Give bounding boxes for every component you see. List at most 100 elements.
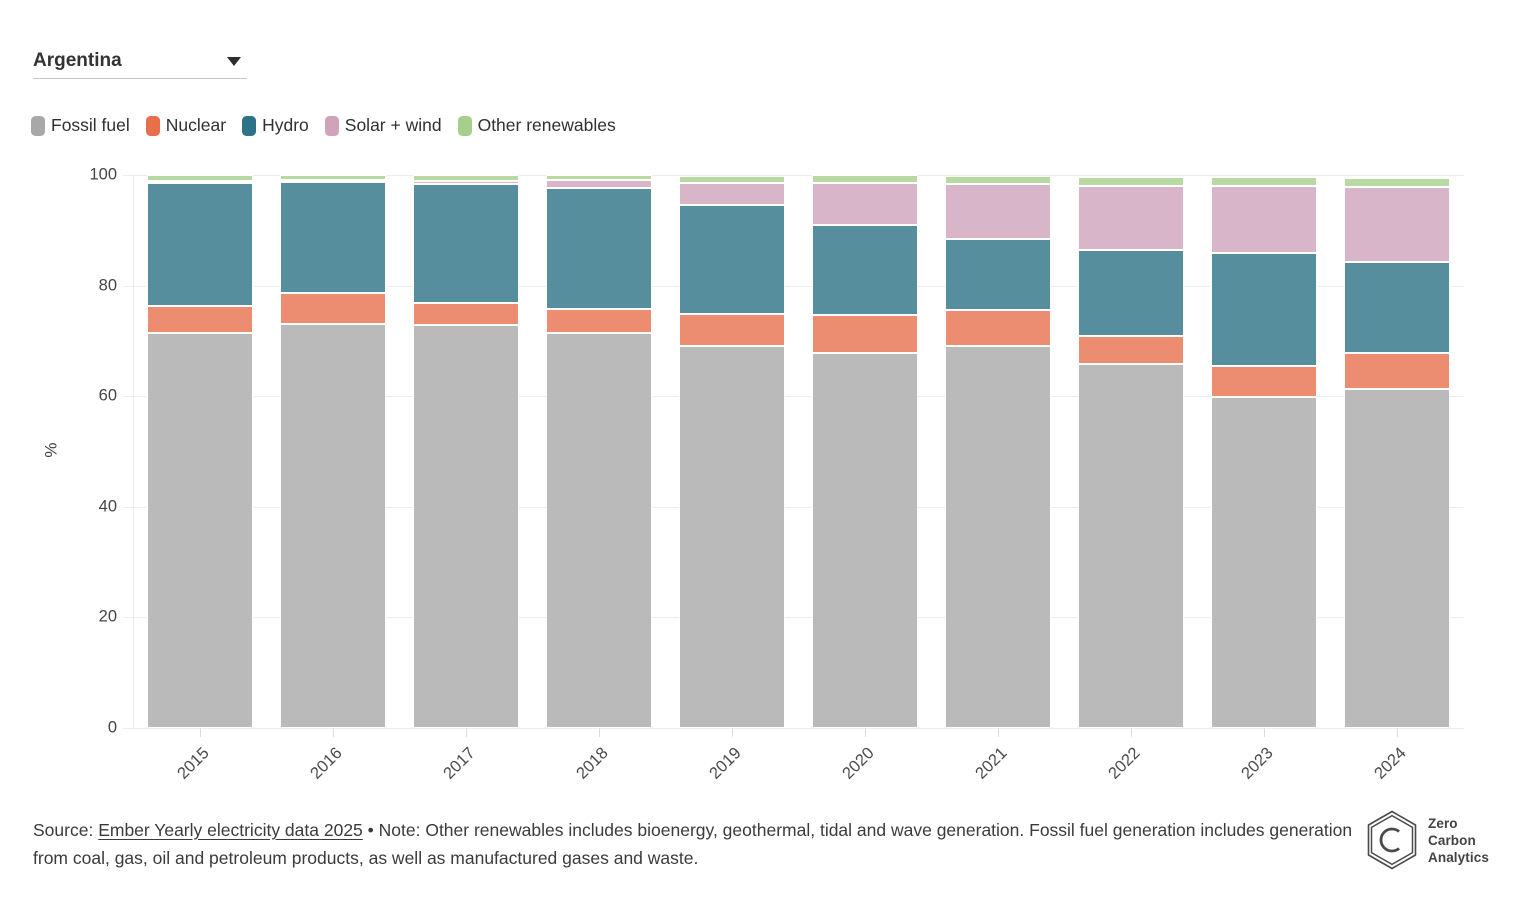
legend-label: Fossil fuel: [51, 115, 130, 135]
bar-segment-fossil-fuel-2016[interactable]: [279, 324, 386, 728]
gridline-100: [123, 175, 1464, 176]
gridline-40: [123, 506, 1464, 508]
bar-segment-hydro-2024[interactable]: [1344, 262, 1451, 354]
bar-segment-fossil-fuel-2018[interactable]: [545, 333, 652, 728]
hexagon-c-icon: [1367, 810, 1417, 870]
bar-segment-nuclear-2020[interactable]: [812, 315, 919, 354]
bar-segment-fossil-fuel-2017[interactable]: [412, 325, 519, 728]
bar-segment-fossil-fuel-2021[interactable]: [945, 345, 1052, 728]
legend-item-fossil-fuel[interactable]: Fossil fuel: [31, 115, 130, 136]
bar-segment-other-renewables-2021[interactable]: [945, 175, 1052, 185]
bar-segment-hydro-2016[interactable]: [279, 182, 386, 294]
legend-item-hydro[interactable]: Hydro: [242, 115, 309, 136]
y-tick-label-60: 60: [98, 386, 117, 405]
legend-label: Solar + wind: [344, 115, 442, 135]
bar-segment-solar-wind-2015[interactable]: [146, 180, 253, 183]
bar-segment-other-renewables-2023[interactable]: [1211, 177, 1318, 187]
legend-label: Nuclear: [165, 115, 227, 135]
footer-note-text: Note: Other renewables includes bioenerg…: [33, 820, 1353, 868]
y-tick-label-80: 80: [98, 276, 117, 295]
legend-label: Other renewables: [477, 115, 616, 135]
logo-text: Zero Carbon Analytics: [1428, 815, 1489, 866]
bar-segment-fossil-fuel-2024[interactable]: [1344, 389, 1451, 728]
bar-segment-nuclear-2021[interactable]: [945, 310, 1052, 346]
bar-segment-solar-wind-2024[interactable]: [1344, 187, 1451, 263]
gridline-60: [123, 396, 1464, 398]
bar-segment-hydro-2017[interactable]: [412, 183, 519, 304]
x-tick-2024: [1397, 728, 1399, 737]
bar-segment-fossil-fuel-2020[interactable]: [812, 353, 919, 728]
legend-item-other-renewables[interactable]: Other renewables: [457, 115, 616, 136]
bar-segment-fossil-fuel-2019[interactable]: [678, 346, 785, 728]
legend-swatch-other-renewables-icon: [457, 115, 472, 136]
bar-segment-nuclear-2024[interactable]: [1344, 353, 1451, 389]
bar-segment-other-renewables-2015[interactable]: [146, 175, 253, 181]
legend-label: Hydro: [262, 115, 309, 135]
bar-segment-nuclear-2022[interactable]: [1078, 335, 1185, 364]
bar-segment-nuclear-2016[interactable]: [279, 293, 386, 325]
x-tick-2017: [465, 728, 467, 737]
source-prefix: Source:: [33, 820, 99, 840]
bar-segment-solar-wind-2021[interactable]: [945, 184, 1052, 240]
bar-segment-other-renewables-2019[interactable]: [678, 176, 785, 184]
bar-segment-hydro-2021[interactable]: [945, 239, 1052, 311]
bar-segment-fossil-fuel-2015[interactable]: [146, 332, 253, 728]
gridline-80: [123, 285, 1464, 287]
x-tick-2019: [731, 728, 733, 737]
x-tick-2015: [199, 728, 201, 737]
footer-separator: •: [362, 820, 379, 840]
legend: Fossil fuel Nuclear Hydro Solar + wind Other…: [31, 115, 616, 136]
bar-segment-fossil-fuel-2023[interactable]: [1211, 396, 1318, 728]
logo-line-2: Carbon: [1428, 832, 1476, 848]
bar-segment-nuclear-2015[interactable]: [146, 305, 253, 333]
legend-swatch-solar-wind-icon: [324, 115, 339, 136]
bar-segment-other-renewables-2020[interactable]: [812, 175, 919, 184]
bar-segment-hydro-2023[interactable]: [1211, 252, 1318, 366]
bar-segment-other-renewables-2022[interactable]: [1078, 176, 1185, 187]
bar-segment-hydro-2018[interactable]: [545, 187, 652, 309]
bar-segment-solar-wind-2016[interactable]: [279, 179, 386, 183]
source-link[interactable]: Ember Yearly electricity data 2025: [98, 820, 363, 840]
bar-segment-solar-wind-2018[interactable]: [545, 179, 652, 188]
logo-line-1: Zero: [1428, 815, 1458, 831]
x-tick-2021: [998, 728, 1000, 737]
bar-segment-other-renewables-2024[interactable]: [1344, 178, 1451, 188]
chevron-down-icon: [227, 56, 241, 66]
bar-segment-nuclear-2017[interactable]: [412, 303, 519, 326]
bar-segment-hydro-2020[interactable]: [812, 225, 919, 316]
bar-segment-nuclear-2023[interactable]: [1211, 365, 1318, 397]
bar-segment-other-renewables-2017[interactable]: [412, 175, 519, 181]
bar-segment-solar-wind-2017[interactable]: [412, 180, 519, 184]
x-tick-2018: [598, 728, 600, 737]
legend-swatch-hydro-icon: [242, 115, 257, 136]
legend-item-nuclear[interactable]: Nuclear: [145, 115, 227, 136]
bar-segment-solar-wind-2019[interactable]: [678, 183, 785, 206]
legend-item-solar-wind[interactable]: Solar + wind: [324, 115, 442, 136]
y-tick-label-100: 100: [89, 165, 117, 184]
bar-segment-hydro-2022[interactable]: [1078, 250, 1185, 336]
gridline-20: [123, 617, 1464, 619]
y-axis-line: [133, 175, 134, 728]
bar-segment-nuclear-2019[interactable]: [678, 313, 785, 347]
bar-segment-nuclear-2018[interactable]: [545, 308, 652, 334]
legend-swatch-fossil-fuel-icon: [31, 115, 45, 136]
country-dropdown[interactable]: Argentina: [33, 44, 247, 79]
zero-carbon-analytics-logo: Zero Carbon Analytics: [1365, 810, 1489, 870]
bar-segment-solar-wind-2020[interactable]: [812, 183, 919, 226]
logo-line-3: Analytics: [1428, 849, 1489, 865]
bar-segment-solar-wind-2022[interactable]: [1078, 186, 1185, 251]
bar-segment-solar-wind-2023[interactable]: [1211, 186, 1318, 253]
y-tick-label-0: 0: [107, 718, 117, 737]
y-axis-title: %: [41, 442, 61, 458]
footer-note: Source: Ember Yearly electricity data 20…: [33, 817, 1363, 872]
bar-segment-other-renewables-2016[interactable]: [279, 175, 386, 180]
country-dropdown-value: Argentina: [33, 50, 122, 71]
bar-segment-hydro-2015[interactable]: [146, 182, 253, 306]
bar-segment-hydro-2019[interactable]: [678, 205, 785, 314]
y-tick-label-20: 20: [98, 607, 117, 626]
x-tick-2020: [865, 728, 867, 737]
y-tick-label-40: 40: [98, 497, 117, 516]
bar-segment-other-renewables-2018[interactable]: [545, 175, 652, 180]
bar-segment-fossil-fuel-2022[interactable]: [1078, 363, 1185, 728]
